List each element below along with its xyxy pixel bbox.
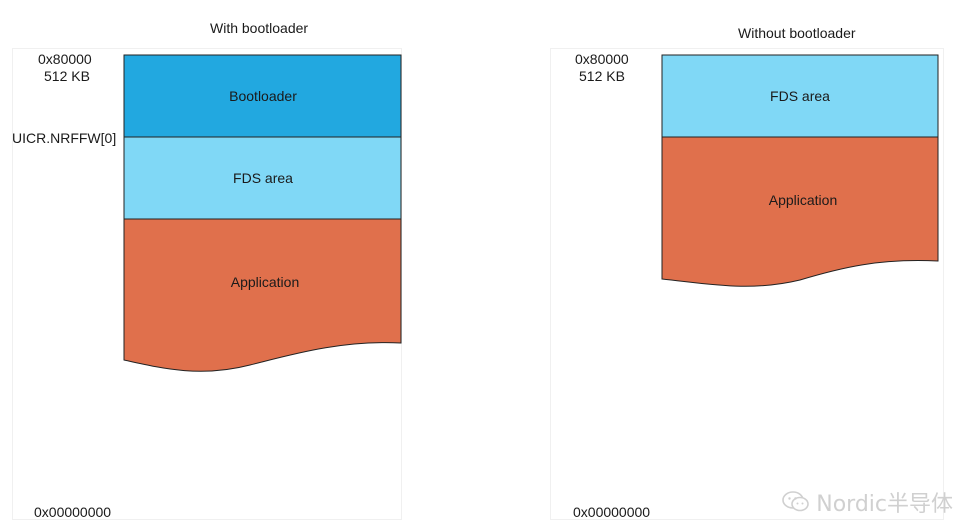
memory-column: FDS area Application [661, 54, 939, 287]
diagram-title: With bootloader [210, 20, 309, 36]
uicr-nrffw-label: UICR.NRFFW[0] [12, 130, 117, 146]
application-segment [661, 136, 939, 287]
fds-area-label: FDS area [233, 170, 293, 186]
top-size-label: 512 KB [44, 68, 90, 84]
application-label: Application [769, 192, 838, 208]
watermark-text: Nordic半导体 [816, 492, 953, 517]
top-address-label: 0x80000 [38, 51, 92, 67]
fds-area-label: FDS area [770, 88, 830, 104]
top-size-label: 512 KB [579, 68, 625, 84]
application-label: Application [231, 274, 300, 290]
memory-map-with-bootloader: With bootloader 0x80000 512 KB UICR.NRFF… [0, 0, 480, 520]
fds-area-segment [123, 136, 402, 220]
application-segment [123, 218, 402, 372]
watermark: Nordic半导体 [782, 489, 953, 517]
wechat-icon [782, 491, 810, 512]
memory-map-without-bootloader: Without bootloader 0x80000 512 KB 0x0000… [540, 0, 971, 520]
memory-column: Bootloader FDS area Application [123, 54, 402, 372]
diagram-title: Without bootloader [738, 25, 856, 41]
top-address-label: 0x80000 [575, 51, 629, 67]
bootloader-label: Bootloader [229, 88, 297, 104]
